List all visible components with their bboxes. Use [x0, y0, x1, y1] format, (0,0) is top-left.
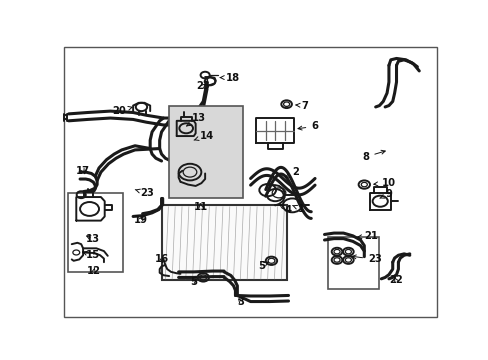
Text: 11: 11 — [193, 202, 207, 212]
Text: 5: 5 — [189, 276, 197, 287]
Text: 15: 15 — [82, 250, 100, 260]
Bar — [169, 105, 243, 198]
Text: 8: 8 — [362, 150, 385, 162]
Text: 13: 13 — [186, 113, 205, 126]
Bar — [327, 237, 379, 288]
Text: 1: 1 — [292, 204, 305, 214]
Text: 3: 3 — [237, 297, 244, 307]
Text: 13: 13 — [85, 234, 100, 244]
Text: 20: 20 — [112, 106, 132, 116]
Text: 23: 23 — [135, 188, 154, 198]
Text: 5: 5 — [258, 261, 267, 271]
Text: 18: 18 — [220, 73, 240, 82]
Text: 19: 19 — [134, 215, 147, 225]
Text: 12: 12 — [87, 266, 101, 276]
Text: 21: 21 — [357, 231, 378, 241]
Text: 16: 16 — [155, 255, 169, 264]
Text: 6: 6 — [297, 121, 318, 131]
Text: 23: 23 — [196, 81, 209, 91]
Text: 17: 17 — [76, 166, 90, 176]
Text: 23: 23 — [351, 255, 381, 264]
Text: 4: 4 — [279, 204, 291, 215]
Text: 22: 22 — [388, 275, 402, 285]
Text: 9: 9 — [379, 189, 391, 199]
Text: 14: 14 — [194, 131, 213, 141]
Bar — [161, 205, 286, 280]
Bar — [68, 193, 122, 272]
Text: 7: 7 — [295, 100, 308, 111]
Text: 10: 10 — [373, 178, 395, 188]
Text: 2: 2 — [285, 167, 299, 177]
